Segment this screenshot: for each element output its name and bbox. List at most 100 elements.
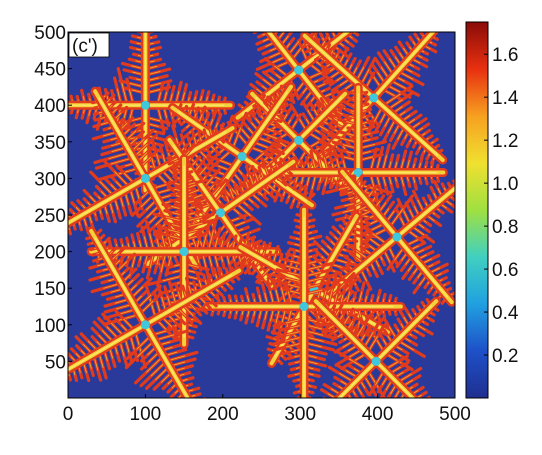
panel-label-box: (c') [68, 32, 110, 58]
side-branch-core [142, 26, 146, 27]
side-branch-core [329, 408, 332, 414]
x-axis: 0 100 200 300 400 500 [63, 394, 471, 425]
side-branch [196, 411, 203, 413]
side-branch-core [193, 406, 199, 408]
colorbar-tick-label: 1.0 [492, 174, 518, 195]
side-branch [422, 412, 427, 420]
arm-core [241, 91, 288, 158]
crystal-seed [371, 356, 381, 366]
crystal [327, 167, 464, 307]
arm-core [373, 97, 438, 156]
y-tick-label: 450 [34, 60, 66, 81]
side-branch-core [322, 404, 329, 408]
side-branch-core [327, 393, 337, 398]
side-branch-core [338, 400, 344, 409]
side-branch [190, 413, 196, 419]
arm-core [309, 40, 375, 99]
side-branch [427, 408, 435, 413]
side-branch-core [62, 373, 64, 380]
colorbar-tick-label: 0.8 [492, 217, 518, 238]
colorbar: 0.2 0.4 0.6 0.8 1.0 1.2 1.4 1.6 [465, 21, 519, 399]
crystal-seed [299, 302, 309, 311]
side-branch-core [414, 404, 418, 411]
side-branch-core [190, 408, 193, 411]
side-branch [258, 12, 263, 19]
side-branch-core [317, 414, 321, 416]
side-branch-core [258, 14, 261, 18]
side-branch [140, 26, 146, 27]
arm-core [319, 305, 377, 363]
heatmap-plot [57, 12, 464, 425]
crystal-seed [140, 173, 150, 183]
side-branch-core [262, 18, 265, 22]
crystal [311, 296, 441, 425]
crystal-seed [392, 232, 402, 242]
side-branch [252, 18, 258, 21]
y-tick-label: 500 [34, 23, 66, 44]
arm-core [219, 165, 289, 214]
y-tick-label: 150 [34, 279, 66, 300]
side-branch [321, 417, 326, 425]
y-axis: 50 100 150 200 250 300 350 400 450 500 [34, 23, 72, 373]
side-branch-core [254, 18, 258, 20]
crystal-seed [140, 320, 150, 330]
x-tick-label: 0 [63, 404, 74, 425]
side-branch [253, 23, 262, 27]
side-branch [193, 405, 204, 408]
crystal-seed [215, 208, 225, 218]
side-branch [337, 397, 338, 398]
arm-core [375, 305, 433, 363]
side-branch [265, 15, 275, 28]
arm-core [396, 187, 455, 238]
colorbar-tick-label: 0.6 [492, 260, 518, 281]
side-branch-core [328, 400, 334, 403]
side-branch-core [348, 24, 350, 29]
side-branch-core [259, 28, 266, 31]
colorbar-tick-label: 0.2 [492, 346, 518, 367]
colorbar-scale [465, 21, 489, 399]
arm-core [94, 237, 147, 326]
side-branch-core [428, 417, 431, 422]
crystal-seed [369, 93, 379, 103]
side-branch [418, 408, 423, 416]
side-branch [329, 408, 335, 417]
crystal-seed [294, 135, 304, 145]
side-branch-core [268, 32, 270, 33]
side-branch [317, 401, 329, 408]
side-branch-core [431, 414, 435, 417]
side-branch [57, 376, 59, 382]
crystal-seed [353, 168, 363, 178]
arm-core [338, 360, 377, 398]
side-branch [62, 373, 65, 384]
side-branch [322, 396, 328, 398]
y-tick-label: 350 [34, 133, 66, 154]
side-branch-core [418, 400, 424, 404]
x-tick-label: 400 [362, 404, 394, 425]
crystal-seed [179, 247, 189, 257]
y-tick-label: 100 [34, 316, 66, 337]
side-branch-core [420, 408, 423, 413]
side-branch-core [66, 100, 67, 105]
y-tick-label: 250 [34, 206, 66, 227]
side-branch [182, 403, 190, 411]
side-branch-core [325, 412, 328, 418]
crystal-seed [140, 100, 150, 110]
side-branch-core [321, 410, 325, 413]
side-branch [334, 404, 342, 417]
side-branch [267, 32, 272, 34]
arm-core [68, 177, 147, 224]
panel-label: (c') [72, 36, 98, 57]
y-tick-label: 50 [45, 352, 66, 373]
side-branch [201, 396, 207, 398]
arm-core [373, 33, 432, 99]
side-branch-core [334, 404, 339, 412]
x-tick-label: 300 [284, 404, 316, 425]
colorbar-tick-label: 1.2 [492, 131, 518, 152]
side-branch-core [427, 409, 432, 412]
arm-core [68, 324, 147, 371]
side-branch [457, 187, 464, 192]
side-branch [426, 417, 431, 425]
arm-core [268, 32, 300, 71]
side-branch [318, 408, 325, 412]
dendrite-field [57, 12, 464, 425]
